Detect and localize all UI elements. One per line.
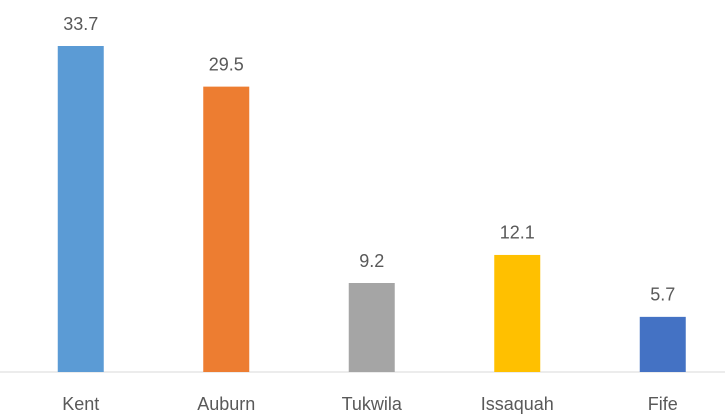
bar [57,46,104,372]
value-label: 12.1 [500,223,535,243]
bar [494,254,541,372]
x-tick-label: Tukwila [342,394,403,414]
bar [639,316,686,372]
x-tick-label: Auburn [197,394,255,414]
bar [203,86,250,372]
x-tick-label: Kent [62,394,99,414]
value-label: 9.2 [359,251,384,271]
value-label: 33.7 [63,14,98,34]
x-tick-label: Fife [648,394,678,414]
value-label: 29.5 [209,54,244,74]
bar [348,283,395,372]
x-tick-label: Issaquah [481,394,554,414]
value-label: 5.7 [650,285,675,305]
